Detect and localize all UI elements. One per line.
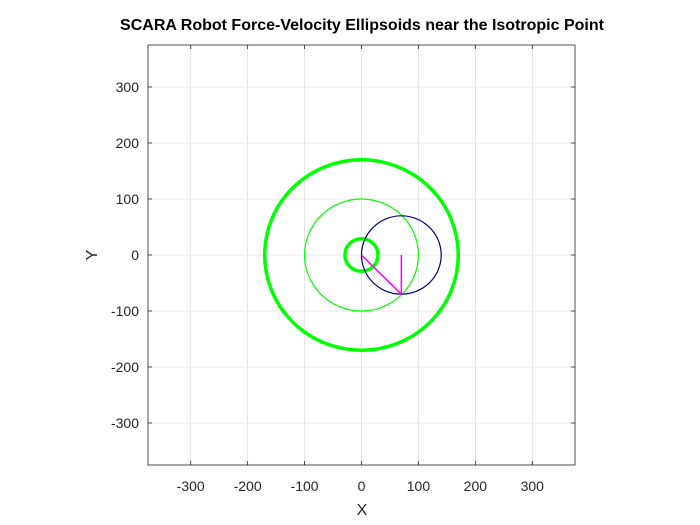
x-tick-label: -200 <box>234 478 262 494</box>
x-tick-label: -300 <box>177 478 205 494</box>
x-tick-label: 0 <box>358 478 366 494</box>
plot-marks <box>262 158 461 352</box>
x-tick-label: -100 <box>291 478 319 494</box>
y-tick-label: 100 <box>116 191 140 207</box>
y-tick-label: -200 <box>111 359 139 375</box>
ellipsoid-circle-2 <box>303 198 420 312</box>
robot-link-line-1 <box>360 254 403 295</box>
y-axis-label: Y <box>84 249 101 260</box>
y-tick-label: -300 <box>111 415 139 431</box>
y-tick-label: 300 <box>116 79 140 95</box>
x-tick-label: 200 <box>464 478 488 494</box>
axis-ticks: -300 -200 -100 0 100 200 300 -300 -200 -100 0 100 20… <box>111 45 575 494</box>
ellipsoid-circle-1 <box>262 158 461 352</box>
y-tick-label: 0 <box>131 247 139 263</box>
x-tick-label: 100 <box>407 478 431 494</box>
y-tick-label: 200 <box>116 135 140 151</box>
x-axis-label: X <box>357 502 368 519</box>
ellipsoid-circle-3 <box>343 237 380 273</box>
y-tick-label: -100 <box>111 303 139 319</box>
x-tick-label: 300 <box>521 478 545 494</box>
chart-title: SCARA Robot Force-Velocity Ellipsoids ne… <box>120 17 605 34</box>
